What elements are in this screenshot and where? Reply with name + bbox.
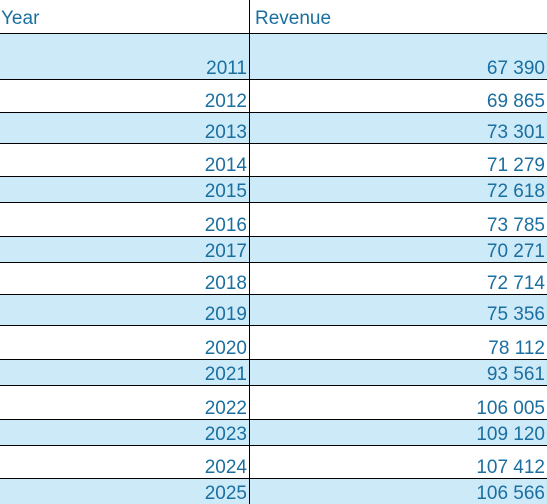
year-cell[interactable]: 2017 xyxy=(0,237,250,262)
table-header-row: Year Revenue xyxy=(0,0,547,34)
year-cell[interactable]: 2025 xyxy=(0,479,250,504)
table-row: 2019 75 356 xyxy=(0,295,547,326)
table-row: 2017 70 271 xyxy=(0,237,547,263)
year-cell[interactable]: 2014 xyxy=(0,144,250,176)
year-cell[interactable]: 2019 xyxy=(0,295,250,325)
revenue-cell[interactable]: 107 412 xyxy=(476,457,545,478)
year-cell[interactable]: 2024 xyxy=(0,446,250,478)
table-row: 2023 109 120 xyxy=(0,420,547,446)
revenue-cell[interactable]: 71 279 xyxy=(486,155,545,176)
table-row: 2016 73 785 xyxy=(0,203,547,237)
table-row: 2014 71 279 xyxy=(0,144,547,177)
year-cell[interactable]: 2011 xyxy=(0,34,250,79)
revenue-cell[interactable]: 106 005 xyxy=(476,398,545,419)
table-row: 2011 67 390 xyxy=(0,34,547,80)
year-cell[interactable]: 2022 xyxy=(0,386,250,419)
revenue-cell[interactable]: 73 301 xyxy=(486,122,545,143)
table-row: 2022 106 005 xyxy=(0,386,547,420)
table-row: 2020 78 112 xyxy=(0,326,547,360)
year-cell[interactable]: 2018 xyxy=(0,263,250,294)
year-cell[interactable]: 2012 xyxy=(0,80,250,112)
table-row: 2012 69 865 xyxy=(0,80,547,113)
table-row: 2015 72 618 xyxy=(0,177,547,203)
year-cell[interactable]: 2020 xyxy=(0,326,250,359)
year-cell[interactable]: 2023 xyxy=(0,420,250,445)
year-cell[interactable]: 2015 xyxy=(0,177,250,202)
revenue-cell[interactable]: 72 714 xyxy=(486,273,545,294)
table-row: 2024 107 412 xyxy=(0,446,547,479)
revenue-cell[interactable]: 67 390 xyxy=(486,58,545,79)
table-row: 2013 73 301 xyxy=(0,113,547,144)
revenue-column-header[interactable]: Revenue xyxy=(255,8,332,29)
revenue-cell[interactable]: 109 120 xyxy=(476,424,545,445)
revenue-cell[interactable]: 72 618 xyxy=(486,181,545,202)
revenue-cell[interactable]: 93 561 xyxy=(486,364,545,385)
table-row: 2025 106 566 xyxy=(0,479,547,504)
revenue-cell[interactable]: 69 865 xyxy=(486,91,545,112)
table-row: 2018 72 714 xyxy=(0,263,547,295)
revenue-cell[interactable]: 73 785 xyxy=(486,215,545,236)
revenue-cell[interactable]: 75 356 xyxy=(486,304,545,325)
revenue-cell[interactable]: 106 566 xyxy=(476,483,545,504)
revenue-cell[interactable]: 70 271 xyxy=(486,241,545,262)
table-row: 2021 93 561 xyxy=(0,360,547,386)
year-cell[interactable]: 2016 xyxy=(0,203,250,236)
revenue-cell[interactable]: 78 112 xyxy=(488,338,545,359)
year-cell[interactable]: 2013 xyxy=(0,113,250,143)
year-column-header[interactable]: Year xyxy=(0,0,250,33)
year-cell[interactable]: 2021 xyxy=(0,360,250,385)
